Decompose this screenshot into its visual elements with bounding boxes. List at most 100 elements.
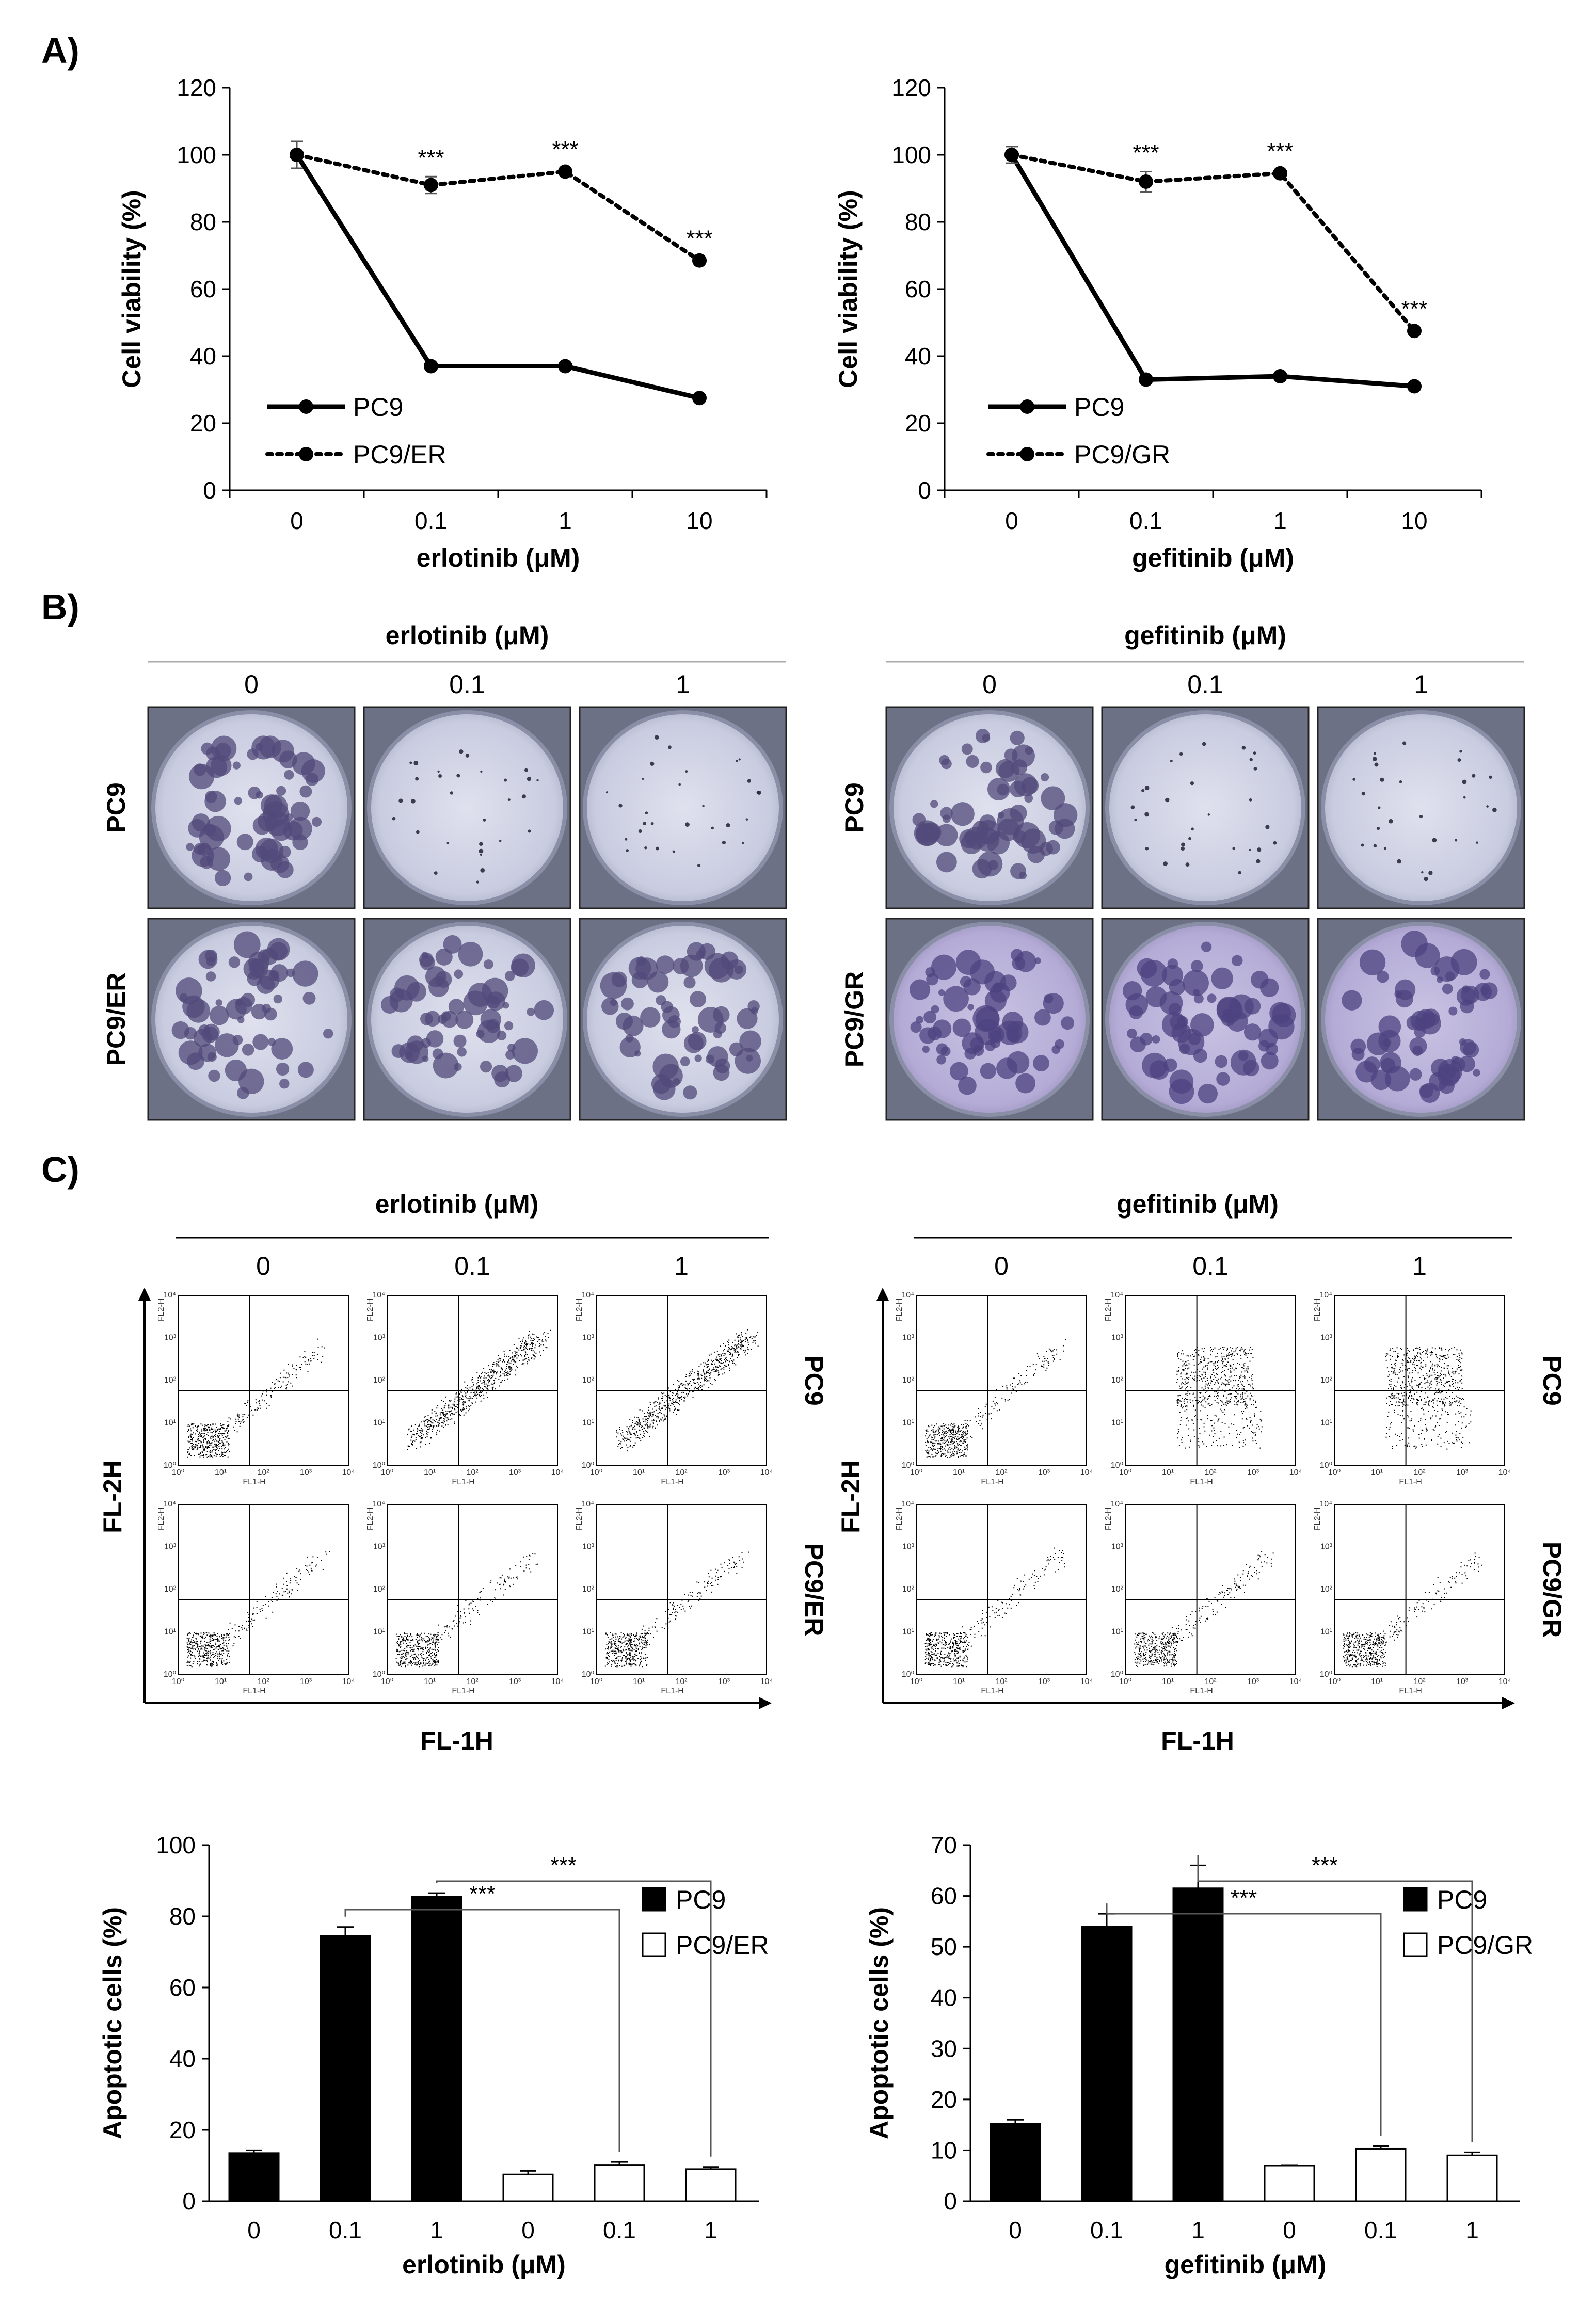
- colony: [1256, 859, 1261, 863]
- colony: [1377, 971, 1389, 983]
- y-axis-title: Cell viability (%): [117, 190, 146, 388]
- flow-mini-ylabel: FL2-H: [575, 1299, 584, 1321]
- colony: [437, 770, 440, 773]
- colony: [1051, 1045, 1061, 1054]
- colony: [1380, 777, 1384, 782]
- colony: [930, 800, 938, 808]
- significance-bracket: [344, 1909, 620, 2152]
- colony: [1373, 844, 1377, 848]
- colony: [1004, 748, 1018, 762]
- colony: [696, 950, 705, 959]
- colony: [916, 1016, 923, 1024]
- flow-y-tick: 10³: [1320, 1543, 1333, 1551]
- flow-y-tick: 10¹: [1320, 1419, 1332, 1428]
- colony: [645, 811, 648, 814]
- colony: [1361, 792, 1365, 796]
- y-tick-label: 60: [905, 276, 931, 302]
- colony: [611, 971, 627, 987]
- significance-stars: ***: [1312, 1853, 1338, 1878]
- colony: [1169, 1079, 1194, 1104]
- colony: [1185, 862, 1190, 867]
- y-tick-label: 100: [156, 1832, 196, 1858]
- legend-label: PC9: [1437, 1885, 1487, 1914]
- colony: [405, 1051, 413, 1060]
- flow-y-tick: 10³: [582, 1334, 595, 1342]
- flow-y-tick: 10²: [373, 1376, 386, 1385]
- flow-mini-ylabel: FL2-H: [1104, 1508, 1113, 1530]
- colony: [625, 838, 628, 841]
- x-axis-title: erlotinib (μM): [417, 543, 580, 572]
- colony: [512, 1038, 538, 1064]
- colony: [1142, 1052, 1168, 1079]
- colony: [236, 834, 253, 851]
- colony: [434, 871, 438, 875]
- y-tick-label: 20: [190, 410, 216, 437]
- flow-plot-frame: [1125, 1295, 1296, 1466]
- flow-x-tick: 10⁴: [342, 1468, 355, 1477]
- colony: [982, 733, 991, 742]
- colony: [1258, 1028, 1278, 1048]
- y-tick-label: 40: [905, 343, 931, 370]
- flow-mini-xlabel: FL1-H: [981, 1478, 1003, 1486]
- colony: [205, 815, 231, 842]
- colony: [480, 1009, 501, 1030]
- legend-swatch: [642, 1887, 666, 1912]
- colony: [1034, 957, 1041, 964]
- colony: [237, 1016, 245, 1023]
- colony: [233, 931, 261, 958]
- colony: [746, 1055, 753, 1062]
- colony: [997, 1020, 1023, 1045]
- flow-x-tick: 10²: [466, 1677, 478, 1686]
- flow-plot-frame: [1334, 1504, 1505, 1675]
- culture-dish: [367, 710, 567, 905]
- colony: [1472, 774, 1476, 778]
- colony: [1406, 1015, 1422, 1031]
- flow-x-tick: 10⁰: [172, 1468, 184, 1477]
- colony: [409, 761, 412, 764]
- colony: [1181, 846, 1185, 851]
- significance-bracket: [1106, 1903, 1382, 2136]
- colony: [494, 1071, 511, 1088]
- colony: [446, 842, 449, 844]
- flow-x-tick: 10⁴: [1080, 1468, 1093, 1477]
- colony: [1412, 1045, 1423, 1056]
- colony: [1130, 805, 1135, 810]
- colony: [197, 842, 211, 856]
- colony: [680, 1056, 690, 1067]
- flow-y-tick: 10⁰: [902, 1461, 914, 1470]
- x-tick-label: 0: [290, 507, 304, 534]
- flow-x-tick: 10¹: [1162, 1468, 1174, 1477]
- flow-x-tick: 10⁴: [1289, 1468, 1302, 1477]
- flow-y-tick: 10⁴: [372, 1500, 385, 1509]
- colony: [619, 1036, 641, 1058]
- bar: [228, 2152, 280, 2202]
- y-tick-label: 120: [177, 74, 216, 101]
- colony: [421, 952, 428, 959]
- flow-x-tick: 10⁰: [1328, 1677, 1341, 1686]
- colony: [650, 761, 655, 766]
- flow-y-tick: 10³: [1111, 1543, 1124, 1551]
- colony: [694, 1054, 702, 1062]
- flow-x-tick: 10¹: [215, 1677, 227, 1686]
- colony: [626, 849, 629, 852]
- flow-col-label: 0: [256, 1252, 270, 1280]
- colony: [1421, 871, 1424, 874]
- y-axis-title: Apoptotic cells (%): [98, 1907, 127, 2139]
- colony: [1140, 959, 1167, 987]
- colony: [1238, 1051, 1249, 1061]
- flow-x-tick: 10³: [300, 1677, 312, 1686]
- y-tick-label: 0: [203, 477, 216, 504]
- flow-row-label: PC9: [1538, 1355, 1567, 1405]
- colony: [244, 872, 253, 881]
- colony: [193, 1029, 212, 1048]
- significance-stars: ***: [550, 1853, 577, 1878]
- flow-y-tick: 10⁴: [901, 1500, 914, 1509]
- colony: [739, 1030, 761, 1053]
- flow-y-tick: 10⁰: [164, 1670, 176, 1679]
- flow-x-arrow: [1502, 1697, 1515, 1709]
- colony: [1455, 839, 1458, 842]
- colony: [1384, 1066, 1410, 1092]
- flow-x-title: FL-1H: [1161, 1726, 1234, 1755]
- flow-x-tick: 10¹: [953, 1677, 965, 1686]
- flow-y-tick: 10¹: [373, 1628, 385, 1637]
